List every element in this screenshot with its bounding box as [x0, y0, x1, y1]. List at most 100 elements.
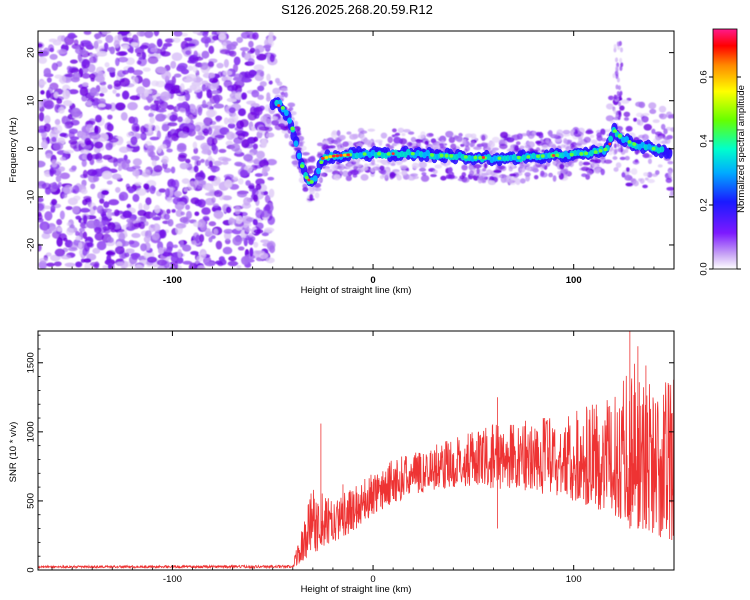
heatmap-noise-blob	[63, 149, 74, 154]
heatmap-noise-blob	[161, 123, 170, 132]
heatmap-noise-blob	[86, 169, 98, 177]
heatmap-noise-blob	[127, 101, 138, 111]
heatmap-noise-blob	[201, 144, 210, 154]
heatmap-ridge-peak	[449, 154, 454, 158]
heatmap-ridge-peak	[362, 152, 367, 156]
heatmap-halo-blob	[379, 165, 385, 171]
heatmap-halo-blob	[316, 142, 324, 147]
heatmap-noise-blob	[41, 139, 48, 150]
heatmap-noise-blob	[148, 112, 155, 118]
heatmap-noise-blob	[221, 195, 232, 201]
heatmap-halo-blob	[625, 182, 634, 187]
heatmap-noise-blob	[47, 44, 54, 52]
heatmap-noise-blob	[241, 256, 249, 265]
heatmap-halo-blob	[619, 156, 626, 161]
heatmap-noise-blob	[140, 125, 147, 134]
heatmap-ridge-peak	[444, 153, 449, 158]
heatmap-halo-blob	[600, 168, 605, 176]
heatmap-halo-blob	[623, 117, 630, 121]
heatmap-halo-blob	[430, 138, 437, 144]
heatmap-y-tick-label: 20	[25, 47, 36, 58]
heatmap-halo-blob	[589, 158, 595, 163]
heatmap-halo-blob	[420, 131, 426, 138]
heatmap-noise-blob	[213, 94, 221, 104]
heatmap-spike-blob	[615, 65, 619, 71]
heatmap-noise-blob	[127, 219, 132, 229]
heatmap-ridge-hotspot	[321, 156, 325, 160]
heatmap-noise-blob	[269, 54, 275, 63]
heatmap-noise-blob	[213, 210, 224, 219]
heatmap-noise-blob	[131, 254, 139, 261]
heatmap-halo-blob	[601, 138, 608, 142]
heatmap-noise-blob	[197, 93, 202, 100]
heatmap-ridge-peak	[613, 129, 618, 133]
heatmap-noise-blob	[92, 247, 101, 254]
heatmap-noise-blob	[89, 132, 101, 140]
heatmap-noise-blob	[166, 148, 173, 153]
heatmap-halo-blob	[289, 111, 297, 116]
heatmap-noise-blob	[241, 92, 248, 100]
heatmap-halo-blob	[272, 87, 281, 95]
heatmap-ridge-hotspot	[328, 155, 332, 159]
heatmap-spike-blob	[615, 57, 619, 63]
heatmap-halo-blob	[314, 187, 322, 192]
heatmap-noise-blob	[85, 100, 93, 106]
heatmap-halo-blob	[556, 131, 561, 136]
heatmap-ridge-peak	[478, 155, 483, 160]
heatmap-noise-blob	[264, 204, 271, 212]
heatmap-noise-blob	[205, 109, 216, 118]
heatmap-halo-blob	[314, 192, 320, 199]
heatmap-noise-blob	[224, 238, 231, 245]
heatmap-noise-blob	[252, 32, 259, 40]
heatmap-noise-blob	[253, 241, 259, 248]
heatmap-noise-blob	[46, 262, 55, 267]
heatmap-halo-blob	[658, 105, 667, 113]
heatmap-noise-blob	[69, 136, 80, 141]
heatmap-x-tick-label: 0	[370, 275, 375, 286]
heatmap-noise-blob	[38, 260, 48, 269]
heatmap-ridge-peak	[632, 142, 637, 146]
heatmap-noise-blob	[69, 224, 75, 229]
heatmap-noise-blob	[227, 123, 236, 129]
heatmap-ridge-hotspot	[391, 152, 395, 156]
heatmap-halo-blob	[548, 173, 554, 178]
heatmap-noise-blob	[84, 242, 90, 252]
heatmap-noise-blob	[202, 99, 207, 107]
heatmap-halo-blob	[585, 129, 594, 135]
heatmap-noise-blob	[146, 256, 158, 263]
heatmap-halo-blob	[370, 158, 376, 166]
heatmap-noise-blob	[226, 43, 237, 51]
heatmap-halo-blob	[331, 170, 340, 176]
heatmap-noise-blob	[227, 116, 237, 125]
heatmap-halo-blob	[648, 102, 657, 110]
heatmap-halo-blob	[621, 99, 630, 104]
heatmap-noise-blob	[114, 246, 125, 255]
heatmap-ridge-hotspot	[342, 153, 347, 157]
heatmap-spike-blob	[616, 41, 620, 47]
heatmap-ridge-peak	[555, 153, 560, 158]
heatmap-spike-blob	[615, 113, 619, 119]
heatmap-ridge-peak	[304, 175, 309, 180]
heatmap-noise-blob	[201, 251, 206, 257]
heatmap-noise-blob	[93, 33, 102, 39]
heatmap-spike-blob	[618, 95, 622, 101]
heatmap-noise-blob	[77, 131, 87, 137]
heatmap-noise-blob	[38, 49, 44, 58]
heatmap-noise-blob	[80, 188, 88, 195]
heatmap-noise-blob	[167, 122, 178, 127]
heatmap-noise-blob	[230, 143, 241, 152]
heatmap-frame	[37, 30, 675, 270]
heatmap-noise-blob	[61, 193, 68, 199]
colorbar-tick-label: 0.6	[698, 70, 709, 83]
heatmap-halo-blob	[390, 162, 396, 167]
heatmap-noise-blob	[97, 98, 106, 104]
heatmap-noise-blob	[106, 254, 112, 264]
heatmap-halo-blob	[511, 164, 515, 168]
heatmap-noise-blob	[143, 183, 150, 190]
heatmap-ridge-peak	[377, 151, 382, 156]
heatmap-halo-blob	[608, 95, 614, 101]
heatmap-halo-blob	[350, 169, 360, 176]
heatmap-halo-blob	[663, 128, 668, 135]
heatmap-halo-blob	[519, 178, 526, 184]
